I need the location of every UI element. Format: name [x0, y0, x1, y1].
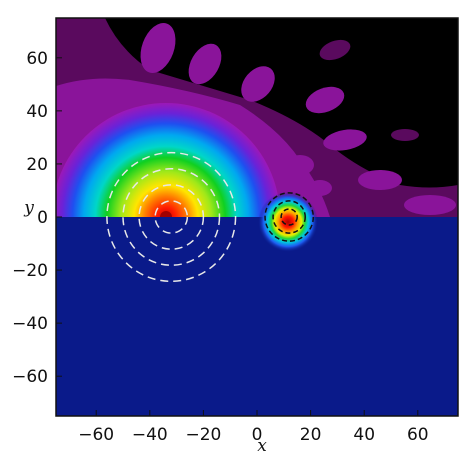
black-dashed-circle [280, 208, 298, 226]
lobe-8 [404, 195, 456, 215]
white-dashed-circle [106, 151, 237, 283]
x-axis-ticks: −60 −40 −20 0 20 40 60 [78, 410, 429, 445]
x-tick-label: 40 [353, 425, 375, 445]
lobe-7 [358, 170, 402, 190]
upper-field [56, 18, 458, 217]
lobe-6 [323, 129, 367, 151]
y-axis-label: y [23, 198, 34, 218]
x-tick-label: −20 [185, 425, 221, 445]
white-dashed-circle [122, 168, 221, 266]
lower-half-field [56, 217, 458, 416]
y-axis-ticks: −60 −40 −20 0 20 40 60 [12, 49, 62, 387]
main-source-core [160, 211, 172, 217]
black-dashed-circle [264, 192, 315, 242]
lobe-9 [391, 129, 419, 141]
y-tick-label: −20 [12, 261, 48, 281]
lobe-5 [319, 39, 351, 61]
y-tick-label: −40 [12, 314, 48, 334]
white-dashed-circles [106, 151, 237, 283]
white-dashed-circle [154, 200, 189, 234]
lobe-3 [241, 66, 275, 102]
x-tick-label: −60 [78, 425, 114, 445]
lobe-10 [286, 155, 314, 175]
plot-area [55, 17, 459, 417]
white-dashed-circle [138, 184, 205, 250]
lobe-4 [305, 86, 345, 114]
main-source-contours [56, 103, 280, 217]
lobe-1 [140, 22, 176, 74]
y-tick-label: 60 [26, 49, 48, 69]
black-dashed-circles [264, 192, 315, 242]
lobe-2 [188, 43, 222, 85]
y-tick-label: −60 [12, 367, 48, 387]
black-dashed-circle [272, 200, 306, 234]
lobe-11 [308, 180, 332, 196]
y-tick-label: 20 [26, 155, 48, 175]
x-tick-label: 20 [300, 425, 322, 445]
x-tick-label: −40 [132, 425, 168, 445]
x-axis-label: x [257, 436, 267, 456]
x-tick-label: 60 [407, 425, 429, 445]
x-tick-label: 0 [252, 425, 263, 445]
y-tick-label: 0 [37, 208, 48, 228]
y-tick-label: 40 [26, 102, 48, 122]
small-source-contours [258, 192, 318, 252]
